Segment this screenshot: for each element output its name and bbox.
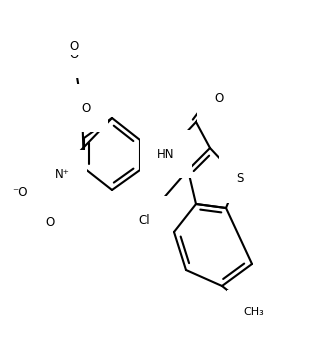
Text: O: O xyxy=(69,40,79,52)
Text: O: O xyxy=(69,48,79,61)
Text: Cl: Cl xyxy=(138,214,150,226)
Text: HN: HN xyxy=(157,147,175,161)
Text: N⁺: N⁺ xyxy=(54,168,69,180)
Text: CH₃: CH₃ xyxy=(244,307,264,317)
Text: O: O xyxy=(214,92,223,104)
Text: S: S xyxy=(236,172,244,186)
Text: O: O xyxy=(45,216,55,228)
Text: O: O xyxy=(81,101,91,115)
Text: ⁻O: ⁻O xyxy=(12,186,28,198)
